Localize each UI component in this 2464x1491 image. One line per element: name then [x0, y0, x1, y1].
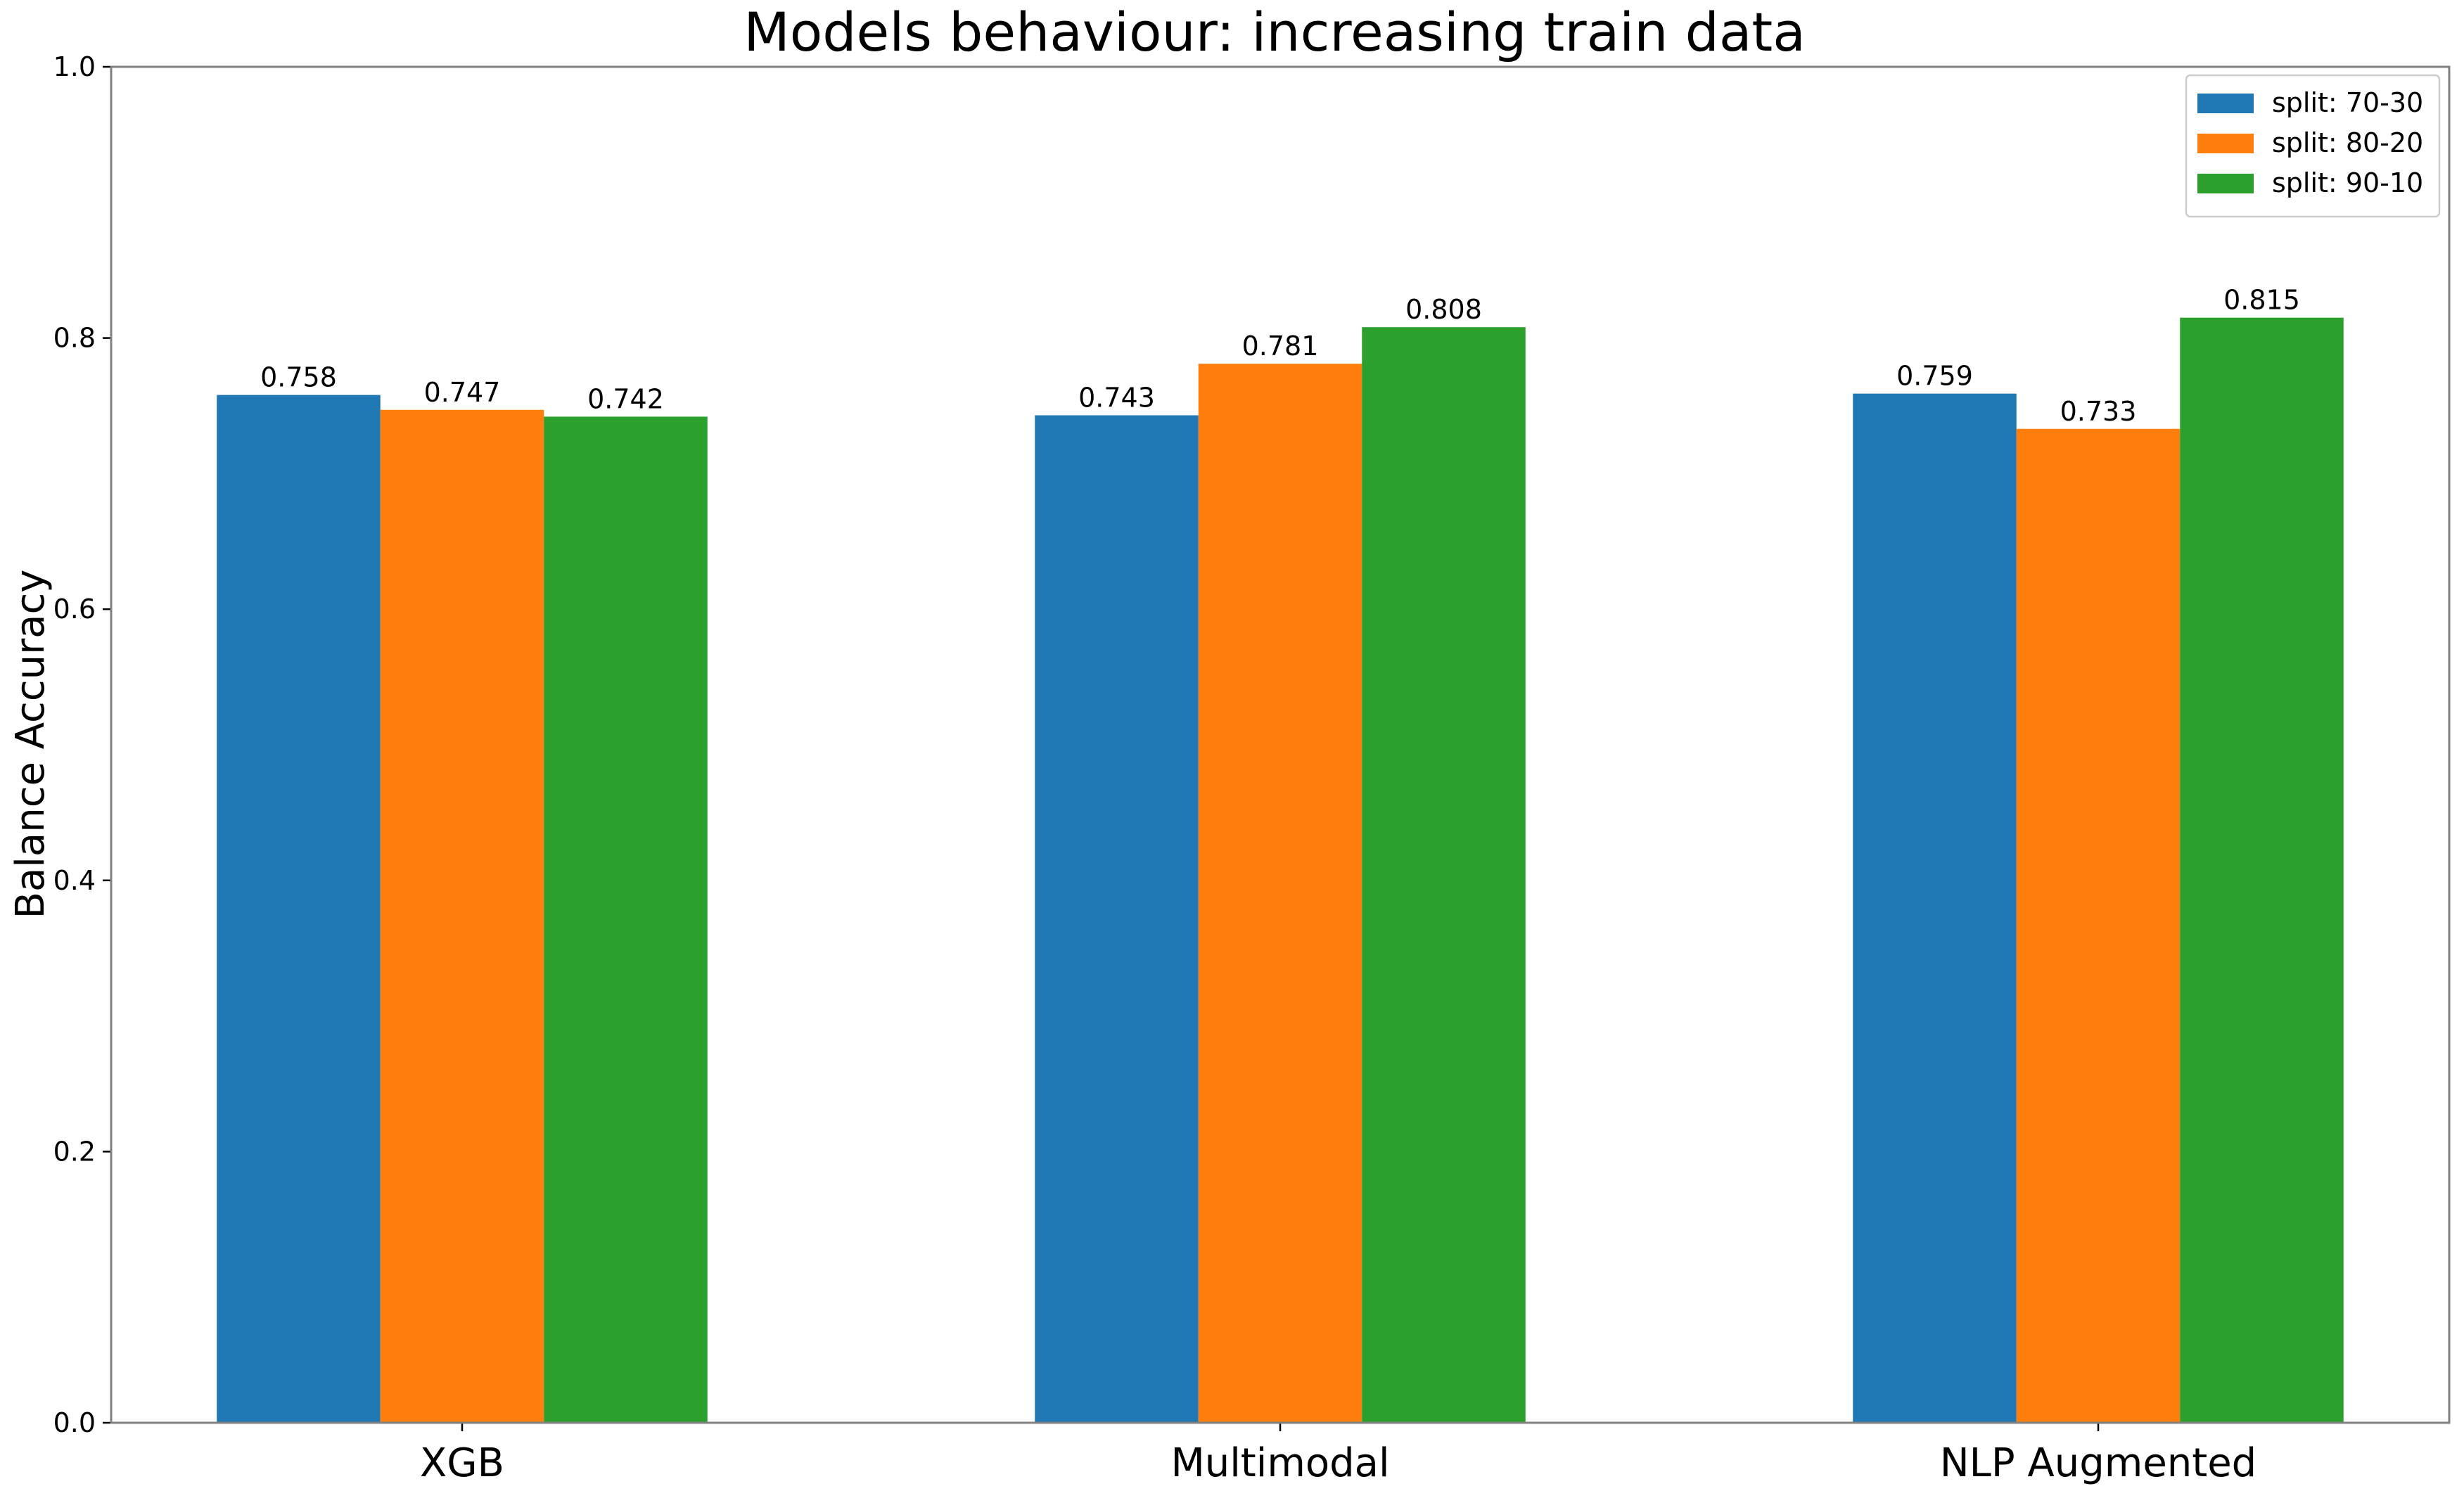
y-tick-label: 1.0	[53, 51, 96, 82]
bar-nlp-augmented-series-1	[2016, 428, 2181, 1423]
value-label: 0.733	[2060, 396, 2137, 427]
y-tick-label: 0.0	[53, 1407, 96, 1438]
value-label: 0.808	[1405, 294, 1482, 325]
legend-label: split: 70-30	[2272, 87, 2423, 118]
value-label: 0.742	[587, 383, 664, 414]
value-label: 0.743	[1078, 382, 1155, 413]
y-tick-label: 0.6	[53, 594, 96, 625]
legend-swatch	[2197, 134, 2254, 153]
legend-swatch	[2197, 94, 2254, 113]
x-tick-label: Multimodal	[1170, 1440, 1389, 1486]
bar-nlp-augmented-series-2	[2180, 317, 2344, 1423]
legend: split: 70-30 split: 80-20 split: 90-10	[2185, 74, 2441, 218]
value-labels-layer: 0.758 0.747 0.742 0.743 0.781 0.808 0.759 0.733…	[260, 285, 2300, 427]
bar-xgb-series-0	[217, 395, 381, 1423]
bar-xgb-series-1	[380, 409, 544, 1423]
y-axis: 0.0 0.2 0.4 0.6 0.8 1.0	[53, 51, 111, 1438]
bars-layer	[217, 317, 2344, 1423]
x-tick-label: NLP Augmented	[1940, 1440, 2256, 1486]
legend-label: split: 90-10	[2272, 167, 2423, 198]
legend-swatch	[2197, 174, 2254, 193]
x-axis: XGB Multimodal NLP Augmented	[420, 1423, 2256, 1486]
bar-multimodal-series-0	[1035, 415, 1199, 1423]
bar-multimodal-series-1	[1198, 364, 1362, 1423]
y-tick-label: 0.8	[53, 323, 96, 354]
value-label: 0.747	[424, 377, 501, 408]
bar-nlp-augmented-series-0	[1853, 393, 2017, 1423]
y-tick-label: 0.4	[53, 865, 96, 896]
plot-frame	[110, 65, 2451, 1424]
value-label: 0.759	[1896, 361, 1973, 392]
value-label: 0.781	[1242, 331, 1319, 361]
bar-xgb-series-2	[544, 416, 708, 1423]
y-axis-label: Balance Accuracy	[8, 570, 53, 919]
bar-multimodal-series-2	[1362, 327, 1526, 1423]
chart-title: Models behaviour: increasing train data	[743, 1, 1806, 63]
value-label: 0.758	[260, 362, 337, 393]
value-label: 0.815	[2223, 285, 2300, 316]
legend-label: split: 80-20	[2272, 127, 2423, 158]
y-tick-label: 0.2	[53, 1136, 96, 1167]
x-tick-label: XGB	[420, 1440, 504, 1486]
